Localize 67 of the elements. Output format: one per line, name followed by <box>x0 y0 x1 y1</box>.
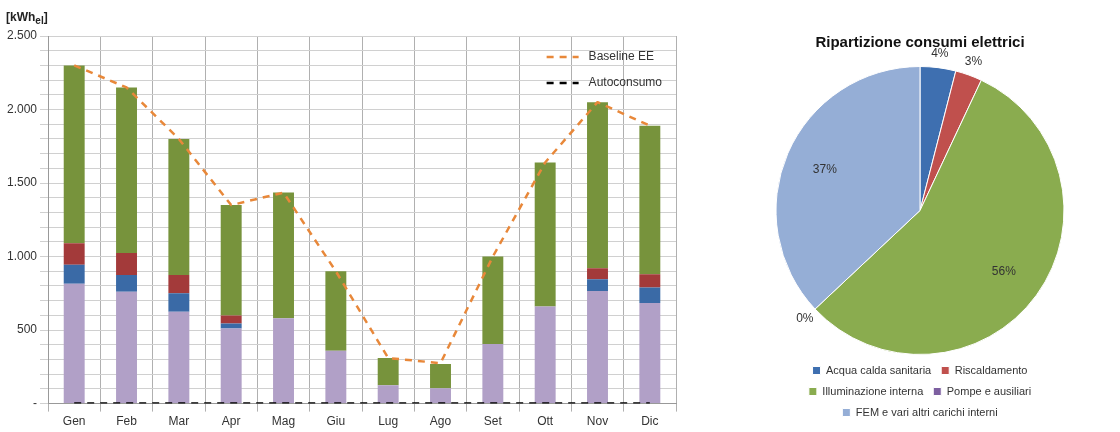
y-axis-title: [kWh$_{el}$] <box>6 10 48 27</box>
bar <box>220 328 242 404</box>
y-tick-label: 1.500 <box>7 175 38 190</box>
bar <box>639 274 661 288</box>
bar <box>168 311 190 404</box>
x-tick-label: Mar <box>168 414 190 429</box>
bar <box>587 291 608 404</box>
y-tick-label: 500 <box>17 322 38 337</box>
bar <box>168 293 190 312</box>
bar <box>482 256 504 345</box>
x-tick-label: Apr <box>221 414 241 429</box>
bar <box>273 192 294 319</box>
x-tick-label: Ott <box>537 414 554 429</box>
y-tick-label: - <box>33 395 38 410</box>
x-tick-label: Set <box>483 414 503 429</box>
x-tick-label: Ago <box>429 414 452 429</box>
legend-label: Pompe e ausiliari <box>946 384 1032 397</box>
legend-label: FEM e vari altri carichi interni <box>855 405 998 418</box>
bar <box>534 162 556 307</box>
legend-label: Baseline EE <box>588 49 654 64</box>
bar <box>587 268 608 280</box>
bar <box>220 323 242 329</box>
x-tick-label: Feb <box>116 414 138 429</box>
bar <box>587 102 608 269</box>
bar <box>430 363 451 389</box>
bar <box>168 138 190 275</box>
bar <box>534 306 556 404</box>
bar <box>639 125 661 275</box>
legend-label: Riscaldamento <box>954 363 1028 376</box>
bar <box>63 243 85 265</box>
data-label: 37% <box>812 161 838 176</box>
bar <box>325 350 347 404</box>
data-label: 3% <box>964 54 983 69</box>
x-tick-label: Gen <box>62 414 86 429</box>
data-label: 56% <box>991 263 1017 278</box>
legend-label: Acqua calda sanitaria <box>826 363 933 376</box>
bar <box>116 291 137 404</box>
y-tick-label: 1.000 <box>7 248 38 263</box>
bar <box>639 302 661 404</box>
data-label: 4% <box>931 46 949 61</box>
bar <box>377 385 399 404</box>
legend-label: Autoconsumo <box>588 75 663 90</box>
bar <box>587 279 608 292</box>
x-tick-label: Dic <box>641 414 659 429</box>
bar <box>116 274 137 292</box>
x-tick-label: Giu <box>326 414 346 429</box>
bar <box>168 274 190 294</box>
bar <box>116 87 137 253</box>
text: 0% <box>796 310 814 325</box>
bar <box>377 358 399 386</box>
x-tick-label: Lug <box>378 414 399 429</box>
bar <box>220 205 242 316</box>
y-tick-label: 2.500 <box>7 28 38 43</box>
bar <box>63 283 85 404</box>
bar <box>430 388 451 404</box>
bar <box>63 264 85 284</box>
bar <box>116 252 137 275</box>
bar <box>482 344 504 404</box>
legend-label: Illuminazione interna <box>822 384 925 397</box>
bar <box>63 65 85 244</box>
bar <box>325 271 347 351</box>
x-tick-label: Nov <box>586 414 609 429</box>
y-tick-label: 2.000 <box>7 101 38 116</box>
bar <box>220 315 242 324</box>
bar <box>639 287 661 303</box>
x-tick-label: Mag <box>271 414 296 429</box>
bar <box>273 318 294 404</box>
